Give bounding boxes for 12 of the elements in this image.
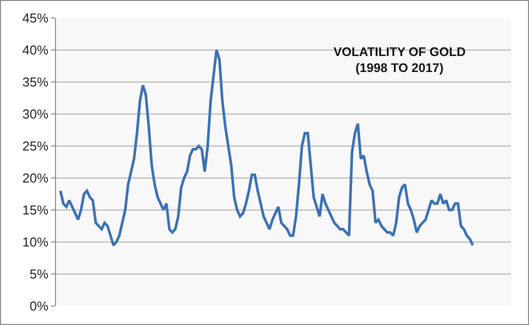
y-tick-label: 0%: [30, 298, 49, 314]
y-tick-label: 15%: [22, 202, 49, 218]
y-tick-label: 5%: [30, 266, 49, 282]
y-tick-label: 25%: [22, 138, 49, 154]
y-tick-label: 40%: [22, 42, 49, 58]
line-series: [59, 48, 474, 246]
y-tick-label: 10%: [22, 234, 49, 250]
y-tick-label: 45%: [22, 10, 49, 26]
y-tick-label: 20%: [22, 170, 49, 186]
y-tick-label: 30%: [22, 106, 49, 122]
text: VOLATILITY OF GOLD (1998 TO 2017): [333, 44, 466, 76]
y-tick-label: 35%: [22, 74, 49, 90]
